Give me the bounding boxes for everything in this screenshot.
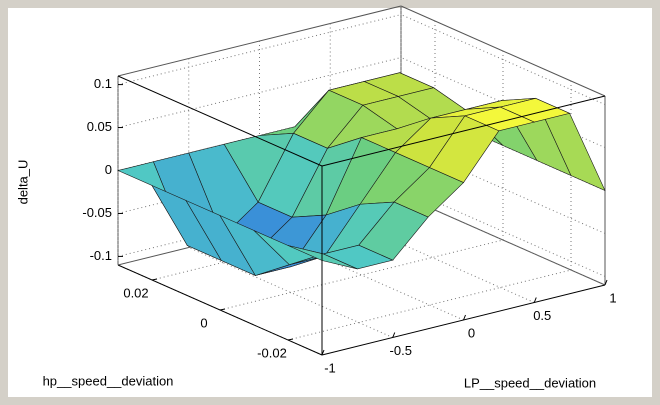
z-tick-label: -0.1 <box>90 248 112 263</box>
z-tick-label: 0.1 <box>94 76 112 91</box>
z-tick-label: -0.05 <box>82 205 112 220</box>
x-tick-label: 0 <box>468 325 475 340</box>
x-tick-label: -1 <box>324 360 336 375</box>
z-tick-label: 0 <box>105 162 112 177</box>
grid-line <box>219 239 504 311</box>
z-axis-label: delta_U <box>15 160 30 205</box>
box-edge <box>117 75 323 167</box>
box-edge <box>117 5 402 77</box>
tick-mark <box>604 279 608 286</box>
grid-line <box>117 14 402 86</box>
y-axis-label: hp__speed__deviation <box>43 373 174 388</box>
x-tick-label: 1 <box>609 290 616 305</box>
x-axis-label: LP__speed__deviation <box>464 375 596 390</box>
grid-line <box>117 185 402 257</box>
z-tick-label: 0.05 <box>87 119 112 134</box>
grid-line <box>117 57 402 129</box>
tick-mark <box>392 332 396 338</box>
y-tick-label: -0.02 <box>257 345 287 360</box>
x-tick-label: 0.5 <box>533 308 551 323</box>
surface-patch <box>287 245 358 270</box>
grid-line <box>287 269 572 341</box>
x-tick-label: -0.5 <box>390 343 412 358</box>
box-edge <box>400 5 606 97</box>
y-tick-label: 0.02 <box>123 285 148 300</box>
box-edge <box>321 95 606 167</box>
box-edge <box>117 264 323 356</box>
grid-line <box>151 209 436 281</box>
tick-mark <box>533 297 537 303</box>
y-tick-label: 0 <box>200 315 207 330</box>
box-edge <box>321 284 606 356</box>
tick-mark <box>463 314 466 321</box>
